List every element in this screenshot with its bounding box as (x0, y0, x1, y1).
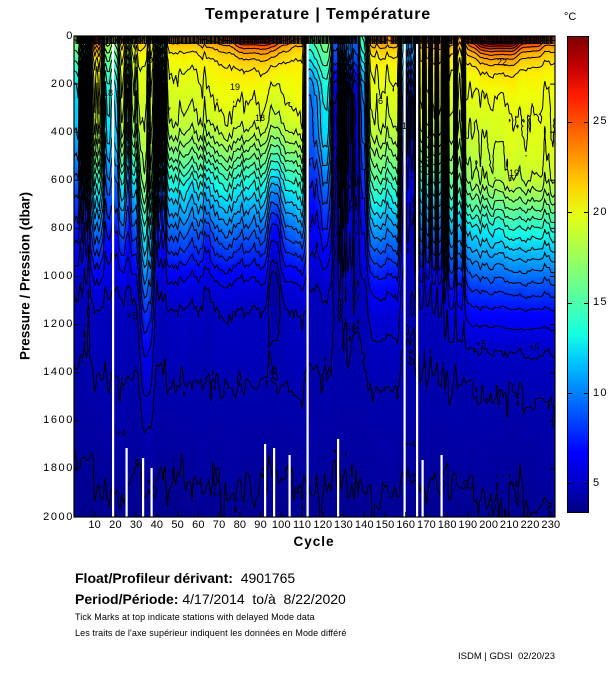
svg-text:+4: +4 (508, 479, 518, 489)
svg-text:19: 19 (420, 159, 430, 169)
svg-text:8: 8 (428, 208, 433, 218)
svg-text:19: 19 (509, 168, 519, 178)
svg-text:19: 19 (230, 82, 240, 92)
svg-text:19: 19 (402, 121, 412, 131)
svg-text:15: 15 (97, 203, 107, 213)
svg-text:+4: +4 (405, 439, 415, 449)
svg-text:5: 5 (345, 322, 350, 332)
svg-text:18: 18 (103, 88, 113, 98)
svg-text:6: 6 (378, 96, 383, 106)
svg-text:18: 18 (255, 113, 265, 123)
svg-text:+5: +5 (529, 342, 539, 352)
svg-text:+5: +5 (127, 311, 137, 321)
svg-text:16: 16 (352, 74, 362, 84)
svg-text:+4: +4 (212, 489, 222, 499)
svg-text:+4: +4 (116, 428, 126, 438)
svg-text:9: 9 (148, 55, 153, 65)
svg-text:+5: +5 (476, 339, 486, 349)
svg-text:+4: +4 (465, 483, 475, 493)
svg-text:22: 22 (497, 57, 507, 67)
svg-text:7: 7 (166, 106, 171, 116)
